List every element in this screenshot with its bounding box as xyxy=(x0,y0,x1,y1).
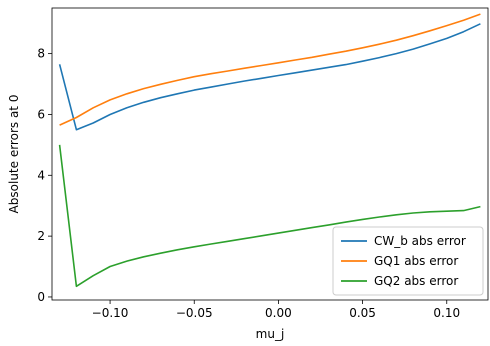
y-tick-label: 8 xyxy=(37,47,45,61)
series-line-1 xyxy=(58,23,481,131)
x-axis-ticks: −0.10 −0.05 0.00 0.05 0.10 xyxy=(92,300,460,320)
x-tick-label: 0.10 xyxy=(433,306,460,320)
x-tick-label: 0.05 xyxy=(349,306,376,320)
x-tick-label: 0.00 xyxy=(265,306,292,320)
y-axis-label: Absolute errors at 0 xyxy=(7,95,21,214)
legend-box xyxy=(332,226,484,296)
series-lines xyxy=(58,13,481,288)
y-tick-label: 6 xyxy=(37,107,45,121)
y-tick-label: 4 xyxy=(37,168,45,182)
y-axis-ticks: 0 2 4 6 8 xyxy=(37,47,52,304)
legend-label-1: CW_b abs error xyxy=(374,234,466,248)
legend: CW_b abs error GQ1 abs error GQ2 abs error xyxy=(332,226,484,296)
series-line-3 xyxy=(58,144,481,288)
y-tick-label: 0 xyxy=(37,290,45,304)
x-tick-label: −0.05 xyxy=(176,306,213,320)
x-tick-label: −0.10 xyxy=(92,306,129,320)
y-tick-label: 2 xyxy=(37,229,45,243)
plot-frame xyxy=(51,7,489,301)
x-axis-label: mu_j xyxy=(256,327,285,341)
legend-label-3: GQ2 abs error xyxy=(374,274,458,288)
series-line-2 xyxy=(59,13,481,126)
axes xyxy=(51,7,489,301)
legend-label-2: GQ1 abs error xyxy=(374,254,458,268)
